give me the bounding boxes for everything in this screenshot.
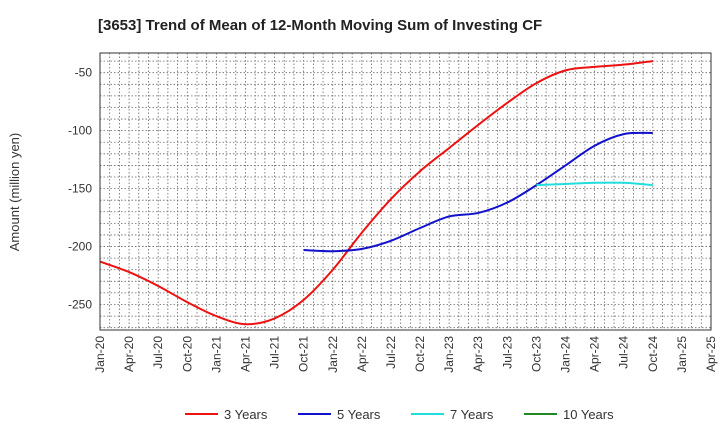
legend-label: 5 Years [337, 407, 381, 422]
x-tick-label: Jan-20 [93, 336, 107, 373]
x-tick-labels: Jan-20 Apr-20 Jul-20 Oct-20 Jan-21 Apr-21 Jul-… [93, 336, 718, 373]
y-axis-label: Amount (million yen) [7, 133, 22, 252]
series-line-5-years [303, 131, 653, 253]
chart-title: [3653] Trend of Mean of 12-Month Moving … [98, 17, 542, 34]
x-tick-label: Apr-21 [238, 336, 252, 372]
grid [100, 53, 711, 330]
series-lines [99, 60, 653, 326]
x-tick-label: Apr-23 [471, 336, 485, 372]
x-tick-label: Apr-20 [122, 336, 136, 372]
x-tick-label: Jan-23 [442, 336, 456, 373]
y-tick-label: -150 [68, 182, 92, 196]
x-tick-label: Jul-24 [617, 336, 631, 369]
legend-label: 7 Years [450, 407, 494, 422]
x-tick-label: Jan-24 [559, 336, 573, 373]
x-tick-label: Jul-22 [384, 336, 398, 369]
y-tick-labels: -50 -100 -150 -200 -250 [68, 66, 92, 312]
x-tick-label: Jul-23 [500, 336, 514, 369]
x-tick-label: Jan-22 [326, 336, 340, 373]
x-tick-label: Oct-23 [529, 336, 543, 372]
series-line-7-years [536, 181, 653, 187]
y-tick-label: -50 [75, 66, 93, 80]
plot-frame [99, 52, 712, 331]
y-tick-label: -250 [68, 298, 92, 312]
y-tick-label: -100 [68, 124, 92, 138]
x-tick-label: Oct-24 [646, 336, 660, 372]
legend-label: 3 Years [224, 407, 268, 422]
legend: 3 Years 5 Years 7 Years 10 Years [185, 407, 614, 422]
legend-label: 10 Years [563, 407, 614, 422]
x-tick-label: Oct-22 [413, 336, 427, 372]
x-tick-label: Apr-24 [588, 336, 602, 372]
x-tick-label: Jan-25 [675, 336, 689, 373]
x-tick-label: Jul-21 [268, 336, 282, 369]
x-tick-label: Oct-21 [297, 336, 311, 372]
series-line-3-years [99, 60, 653, 326]
y-tick-label: -200 [68, 240, 92, 254]
x-tick-label: Apr-25 [704, 336, 718, 372]
x-tick-label: Apr-22 [355, 336, 369, 372]
x-tick-label: Jan-21 [209, 336, 223, 373]
x-tick-label: Jul-20 [151, 336, 165, 369]
x-tick-label: Oct-20 [180, 336, 194, 372]
